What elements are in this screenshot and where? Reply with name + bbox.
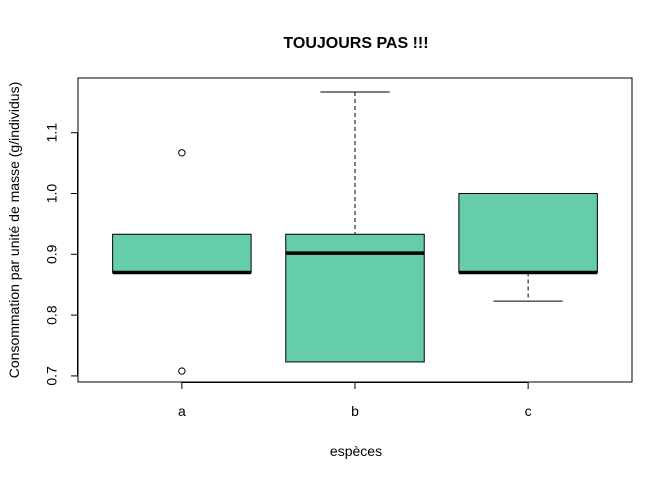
y-axis-label: Consommation par unité de masse (g/indiv… [6, 82, 22, 378]
box-c [458, 193, 598, 274]
y-tick-label: 1.0 [44, 184, 60, 204]
x-tick-label: b [351, 403, 359, 419]
x-tick-label: a [178, 403, 186, 419]
outlier-point [178, 149, 186, 157]
y-tick-label: 1.1 [44, 123, 60, 143]
y-tick-label: 0.7 [44, 366, 60, 386]
box-a [112, 233, 252, 274]
outlier-point [178, 367, 186, 375]
x-axis-label: espèces [330, 443, 382, 459]
chart-title: TOUJOURS PAS !!! [283, 35, 428, 52]
chart-marks: 0.7 0.8 0.9 1.0 1.1 a b c [44, 91, 598, 419]
box-b [285, 233, 425, 363]
y-tick-label: 0.8 [44, 305, 60, 325]
x-tick-label: c [525, 403, 532, 419]
y-tick-label: 0.9 [44, 244, 60, 264]
